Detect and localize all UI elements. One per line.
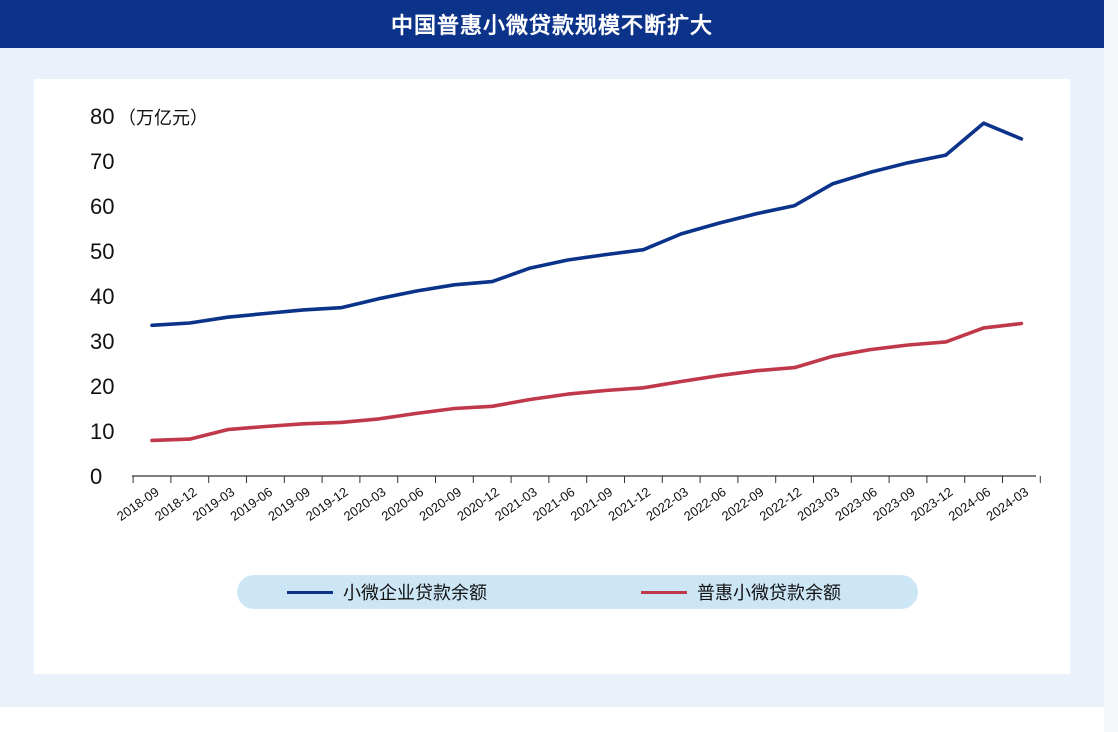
x-tick-label: 2024-03	[983, 484, 1031, 524]
chart-card: 0 10 20 30 40 50 60 70 80 （万亿元） 2018-09 2018-12 2019…	[34, 79, 1070, 674]
x-tick-label: 2019-06	[227, 484, 275, 524]
legend-swatch-inclusive	[641, 590, 687, 594]
x-tick-label: 2019-03	[190, 484, 238, 524]
scroll-strip	[1104, 0, 1118, 732]
legend-item-inclusive: 普惠小微贷款余额	[641, 575, 841, 609]
title-bar: 中国普惠小微贷款规模不断扩大	[0, 0, 1104, 48]
y-tick-label: 80	[90, 104, 114, 129]
y-tick-label: 50	[90, 239, 114, 264]
series-line-inclusive	[150, 321, 1024, 443]
legend-item-small-micro: 小微企业贷款余额	[287, 575, 487, 609]
y-tick-label: 10	[90, 419, 114, 444]
x-tick-label: 2020-03	[341, 484, 389, 524]
x-tick-label: 2023-03	[794, 484, 842, 524]
x-tick-label: 2018-12	[152, 484, 200, 524]
x-tick-label: 2022-09	[719, 484, 767, 524]
y-tick-label: 40	[90, 284, 114, 309]
x-tick-label: 2021-09	[568, 484, 616, 524]
y-tick-label: 30	[90, 329, 114, 354]
x-tick-label: 2022-06	[681, 484, 729, 524]
chart-title: 中国普惠小微贷款规模不断扩大	[390, 14, 713, 39]
x-tick-label: 2022-03	[643, 484, 691, 524]
x-tick-label: 2020-09	[416, 484, 464, 524]
x-tick-label: 2020-12	[454, 484, 502, 524]
series-line-small-micro	[150, 121, 1024, 328]
y-unit-label: （万亿元）	[118, 108, 208, 129]
x-tick-label: 2018-09	[114, 484, 162, 524]
x-tick-label: 2021-06	[530, 484, 578, 524]
x-tick-label: 2022-12	[757, 484, 805, 524]
x-tick-label: 2023-09	[870, 484, 918, 524]
x-tick-label: 2023-06	[832, 484, 880, 524]
x-tick-label: 2019-12	[303, 484, 351, 524]
legend-swatch-small-micro	[287, 590, 333, 594]
figure-panel: 中国普惠小微贷款规模不断扩大 0 10 20 30 40 50 60 70 80 （万亿元） 201…	[0, 0, 1104, 707]
x-tick-label: 2021-12	[605, 484, 653, 524]
x-tick-label: 2020-06	[379, 484, 427, 524]
y-tick-label: 0	[90, 464, 102, 489]
x-tick-label: 2019-09	[265, 484, 313, 524]
y-tick-label: 60	[90, 194, 114, 219]
legend: 小微企业贷款余额 普惠小微贷款余额	[237, 575, 918, 609]
x-tick-label: 2021-03	[492, 484, 540, 524]
y-tick-label: 20	[90, 374, 114, 399]
x-tick-label: 2023-12	[908, 484, 956, 524]
legend-label-inclusive: 普惠小微贷款余额	[697, 583, 841, 604]
x-tick-label: 2024-06	[946, 484, 994, 524]
legend-label-small-micro: 小微企业贷款余额	[343, 583, 487, 604]
y-tick-label: 70	[90, 149, 114, 174]
